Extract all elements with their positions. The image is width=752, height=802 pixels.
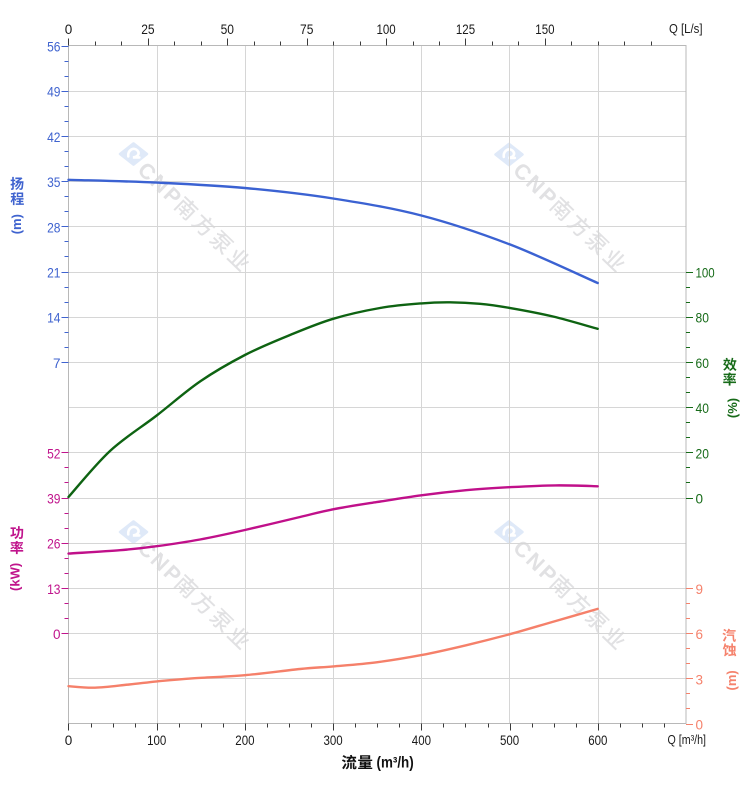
svg-text:125: 125 <box>456 22 475 37</box>
svg-text:100: 100 <box>147 733 166 748</box>
svg-text:Q [m³/h]: Q [m³/h] <box>668 733 707 747</box>
svg-text:0: 0 <box>696 492 704 507</box>
svg-text:300: 300 <box>324 733 343 748</box>
svg-text:(m): (m) <box>724 670 739 690</box>
svg-text:9: 9 <box>696 582 704 597</box>
svg-text:(m³/h): (m³/h) <box>377 754 414 771</box>
svg-text:25: 25 <box>141 22 154 37</box>
svg-text:0: 0 <box>65 22 73 37</box>
svg-text:(kW): (kW) <box>7 563 22 591</box>
svg-text:0: 0 <box>53 627 61 642</box>
svg-text:500: 500 <box>500 733 519 748</box>
svg-text:21: 21 <box>47 266 60 281</box>
svg-text:56: 56 <box>47 40 60 55</box>
svg-text:200: 200 <box>235 733 254 748</box>
svg-text:150: 150 <box>535 22 554 37</box>
svg-text:52: 52 <box>47 446 60 461</box>
svg-text:(m): (m) <box>9 214 24 234</box>
svg-text:75: 75 <box>300 22 313 37</box>
svg-text:100: 100 <box>377 22 396 37</box>
svg-text:26: 26 <box>47 537 60 552</box>
svg-text:40: 40 <box>696 401 709 416</box>
svg-text:60: 60 <box>696 356 709 371</box>
svg-text:0: 0 <box>696 718 704 733</box>
svg-text:14: 14 <box>47 311 61 326</box>
svg-text:6: 6 <box>696 627 704 642</box>
svg-text:50: 50 <box>221 22 234 37</box>
svg-text:Q [L/s]: Q [L/s] <box>669 22 703 36</box>
svg-text:100: 100 <box>696 266 715 281</box>
svg-text:600: 600 <box>588 733 607 748</box>
svg-text:39: 39 <box>47 492 60 507</box>
svg-text:49: 49 <box>47 85 60 100</box>
svg-text:400: 400 <box>412 733 431 748</box>
svg-text:7: 7 <box>53 356 61 371</box>
svg-text:13: 13 <box>47 582 60 597</box>
svg-text:42: 42 <box>47 130 60 145</box>
svg-text:80: 80 <box>696 311 709 326</box>
svg-text:(%): (%) <box>725 398 740 418</box>
svg-text:3: 3 <box>696 672 704 687</box>
svg-text:0: 0 <box>65 733 73 748</box>
svg-text:20: 20 <box>696 446 709 461</box>
svg-text:28: 28 <box>47 220 60 235</box>
svg-text:35: 35 <box>47 175 60 190</box>
